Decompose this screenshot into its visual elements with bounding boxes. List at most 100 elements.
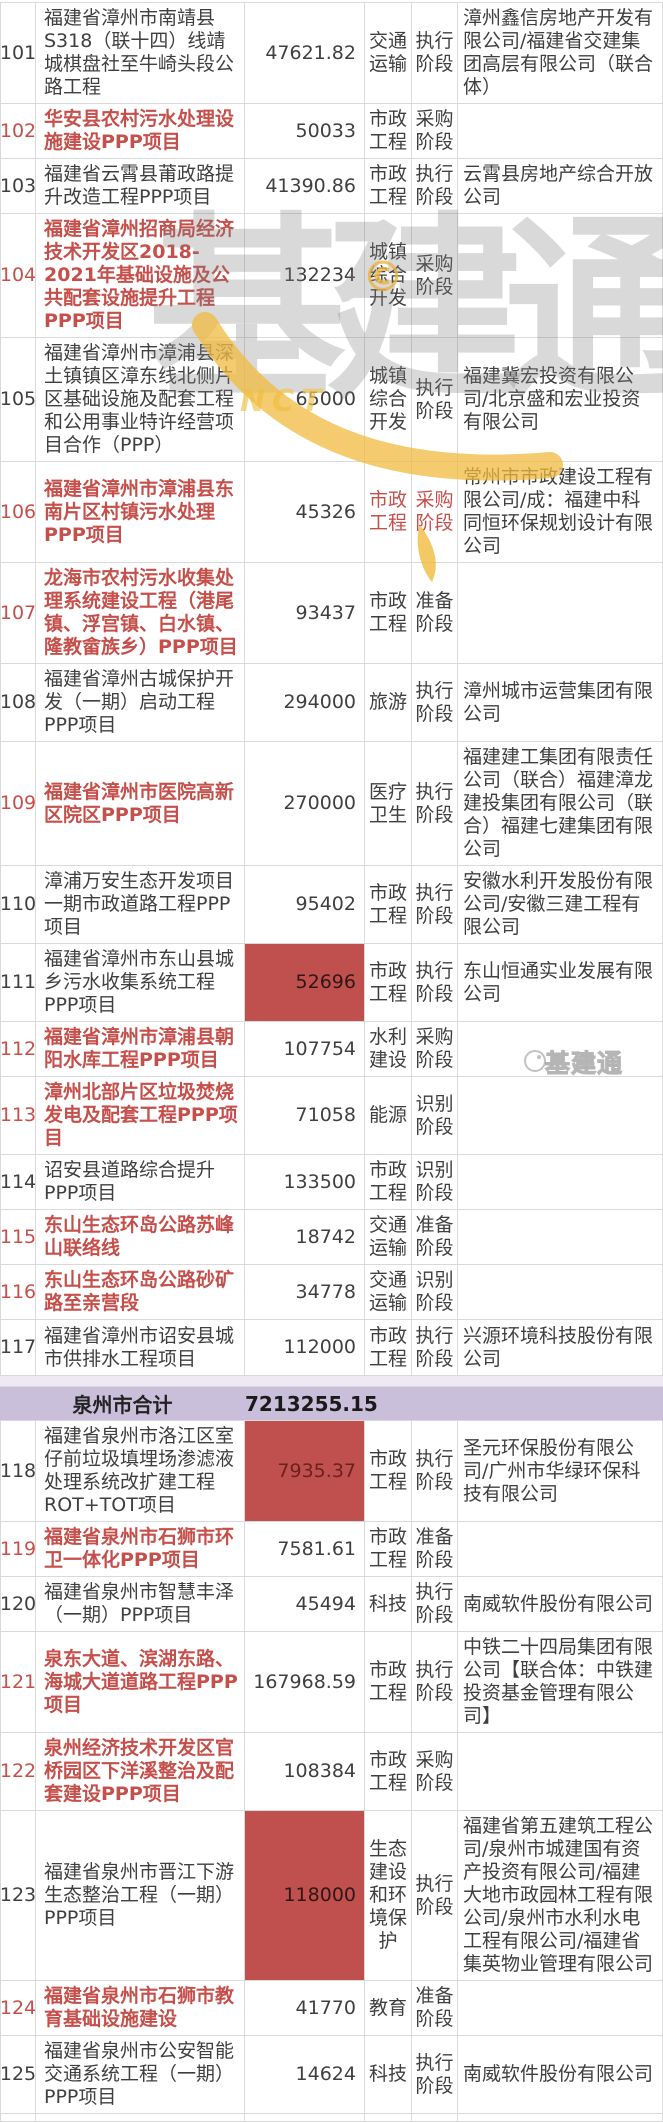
- amount-cell: 41770: [245, 1981, 365, 2035]
- city-total-label: 泉州市合计: [72, 1393, 173, 1417]
- category-cell: 科技: [365, 1577, 412, 1631]
- row-number-cell: 107: [0, 563, 36, 663]
- stage-cell: [412, 2114, 458, 2121]
- companies-cell: 圣元环保股份有限公司/广州市华绿环保科技有限公司: [458, 1421, 663, 1521]
- amount-cell: 7935.37: [245, 1421, 365, 1521]
- table-row: 118 福建省泉州市洛江区室仔前垃圾填埋场渗滤液处理系统改扩建工程ROT+TOT…: [0, 1421, 663, 1522]
- category-cell: 生态建设和环境保护: [365, 1811, 412, 1980]
- amount-cell: 108384: [245, 1733, 365, 1810]
- project-name-cell: 福建省泉州市石狮市教育基础设施建设: [36, 1981, 245, 2035]
- project-name-cell: 福建省泉州市洛江区室仔前垃圾填埋场渗滤液处理系统改扩建工程ROT+TOT项目: [36, 1421, 245, 1521]
- category-cell: 医疗卫生: [365, 742, 412, 865]
- project-name-cell: 东山生态环岛公路砂矿路至亲营段: [36, 1265, 245, 1319]
- category-cell: 市政工程: [365, 1155, 412, 1209]
- amount-cell: 18742: [245, 1210, 365, 1264]
- table-row: 114 诏安县道路综合提升PPP项目 133500 市政工程 识别阶段: [0, 1155, 663, 1210]
- row-number-cell: 108: [0, 664, 36, 741]
- table-row: 109 福建省漳州市医院高新区院区PPP项目 270000 医疗卫生 执行阶段 …: [0, 742, 663, 866]
- row-number-cell: 104: [0, 214, 36, 337]
- stage-cell: 执行阶段: [412, 866, 458, 943]
- category-cell: 城镇综合开发: [365, 214, 412, 337]
- companies-cell: 南威软件股份有限公司: [458, 1577, 663, 1631]
- table-row: 121 泉东大道、滨湖东路、海城大道道路工程PPP项目 167968.59 市政…: [0, 1632, 663, 1733]
- project-name-cell: 福建省漳州市东山县城乡污水收集系统工程PPP项目: [36, 944, 245, 1021]
- project-name-cell: 福建省泉州市石狮市环卫一体化PPP项目: [36, 1522, 245, 1576]
- row-number-cell: 111: [0, 944, 36, 1021]
- category-cell: 市政工程: [365, 1733, 412, 1810]
- project-name-cell: 泉东大道、滨湖东路、海城大道道路工程PPP项目: [36, 1632, 245, 1732]
- companies-cell: 福建建工集团有限责任公司（联合）福建漳龙建投集团有限公司（联合）福建七建集团有限…: [458, 742, 663, 865]
- companies-cell: 云霄县房地产综合开放公司: [458, 159, 663, 213]
- row-number-cell: 125: [0, 2036, 36, 2113]
- companies-cell: 中铁二十四局集团有限公司【联合体：中铁建投资基金管理有限公司】: [458, 1632, 663, 1732]
- stage-cell: 执行阶段: [412, 664, 458, 741]
- stage-cell: 执行阶段: [412, 944, 458, 1021]
- table-row: 119 福建省泉州市石狮市环卫一体化PPP项目 7581.61 市政工程 准备阶…: [0, 1522, 663, 1577]
- amount-cell: 294000: [245, 664, 365, 741]
- project-name-cell: 漳浦万安生态开发项目一期市政道路工程PPP项目: [36, 866, 245, 943]
- category-cell: 旅游: [365, 664, 412, 741]
- project-name-cell: 福建省泉州市智慧丰泽（一期）PPP项目: [36, 1577, 245, 1631]
- table-row: 104 福建省漳州招商局经济技术开发区2018-2021年基础设施及公共配套设施…: [0, 214, 663, 338]
- table-row: 101 福建省漳州市南靖县S318（联十四）线靖城棋盘社至牛崎头段公路工程 47…: [0, 3, 663, 104]
- companies-cell: [458, 1077, 663, 1154]
- stage-cell: 执行阶段: [412, 2036, 458, 2113]
- stage-cell: 采购阶段: [412, 214, 458, 337]
- row-number-cell: 110: [0, 866, 36, 943]
- amount-cell: 107754: [245, 1022, 365, 1076]
- stage-cell: 执行阶段: [412, 1632, 458, 1732]
- table-row: 124 福建省泉州市石狮市教育基础设施建设 41770 教育 准备阶段: [0, 1981, 663, 2036]
- city-total-value: 7213255.15: [245, 1391, 378, 1416]
- row-number-cell: 120: [0, 1577, 36, 1631]
- table-row: 115 东山生态环岛公路苏峰山联络线 18742 交通运输 准备阶段: [0, 1210, 663, 1265]
- row-number-cell: 113: [0, 1077, 36, 1154]
- amount-cell: 47621.82: [245, 3, 365, 103]
- companies-cell: [458, 1265, 663, 1319]
- project-name-cell: [36, 2114, 245, 2121]
- category-cell: 教育: [365, 1981, 412, 2035]
- row-number-cell: 114: [0, 1155, 36, 1209]
- row-number-cell: 102: [0, 104, 36, 158]
- stage-cell: 采购阶段: [412, 104, 458, 158]
- project-name-cell: 福建省漳州市漳浦县朝阳水库工程PPP项目: [36, 1022, 245, 1076]
- row-number-cell: 106: [0, 462, 36, 562]
- project-name-cell: 漳州北部片区垃圾焚烧发电及配套工程PPP项目: [36, 1077, 245, 1154]
- table-row: 117 福建省漳州市诏安县城市供排水工程项目 112000 市政工程 执行阶段 …: [0, 1320, 663, 1376]
- row-number-cell: 123: [0, 1811, 36, 1980]
- project-name-cell: 东山生态环岛公路苏峰山联络线: [36, 1210, 245, 1264]
- amount-cell: [245, 2114, 365, 2121]
- project-name-cell: 福建省泉州市晋江下游生态整治工程（一期）PPP项目: [36, 1811, 245, 1980]
- amount-cell: 45326: [245, 462, 365, 562]
- table-row: 111 福建省漳州市东山县城乡污水收集系统工程PPP项目 52696 市政工程 …: [0, 944, 663, 1022]
- amount-cell: 167968.59: [245, 1632, 365, 1732]
- stage-cell: 执行阶段: [412, 1811, 458, 1980]
- companies-cell: [458, 1522, 663, 1576]
- category-cell: 科技: [365, 2036, 412, 2113]
- stage-cell: 执行阶段: [412, 3, 458, 103]
- amount-cell: 133500: [245, 1155, 365, 1209]
- category-cell: 市政工程: [365, 159, 412, 213]
- project-name-cell: 福建省漳州古城保护开发（一期）启动工程PPP项目: [36, 664, 245, 741]
- category-cell: 能源: [365, 1077, 412, 1154]
- companies-cell: 漳州城市运营集团有限公司: [458, 664, 663, 741]
- stage-cell: 识别阶段: [412, 1077, 458, 1154]
- category-cell: 水利建设: [365, 1022, 412, 1076]
- row-number-cell: [0, 2114, 36, 2121]
- category-cell: 市政工程: [365, 1421, 412, 1521]
- project-name-cell: 福建省漳州市诏安县城市供排水工程项目: [36, 1320, 245, 1375]
- companies-cell: [458, 1210, 663, 1264]
- clipped-row-bottom: [0, 2114, 663, 2122]
- companies-cell: [458, 104, 663, 158]
- project-name-cell: 福建省漳州市漳浦县东南片区村镇污水处理PPP项目: [36, 462, 245, 562]
- table-row: 102 华安县农村污水处理设施建设PPP项目 50033 市政工程 采购阶段: [0, 104, 663, 159]
- companies-cell: [458, 1155, 663, 1209]
- amount-cell: 52696: [245, 944, 365, 1021]
- companies-cell: [458, 1733, 663, 1810]
- category-cell: 市政工程: [365, 1632, 412, 1732]
- table-row: 110 漳浦万安生态开发项目一期市政道路工程PPP项目 95402 市政工程 执…: [0, 866, 663, 944]
- row-number-cell: 101: [0, 3, 36, 103]
- table-row: 103 福建省云霄县莆政路提升改造工程PPP项目 41390.86 市政工程 执…: [0, 159, 663, 214]
- row-number-cell: 121: [0, 1632, 36, 1732]
- amount-cell: 112000: [245, 1320, 365, 1375]
- amount-cell: 34778: [245, 1265, 365, 1319]
